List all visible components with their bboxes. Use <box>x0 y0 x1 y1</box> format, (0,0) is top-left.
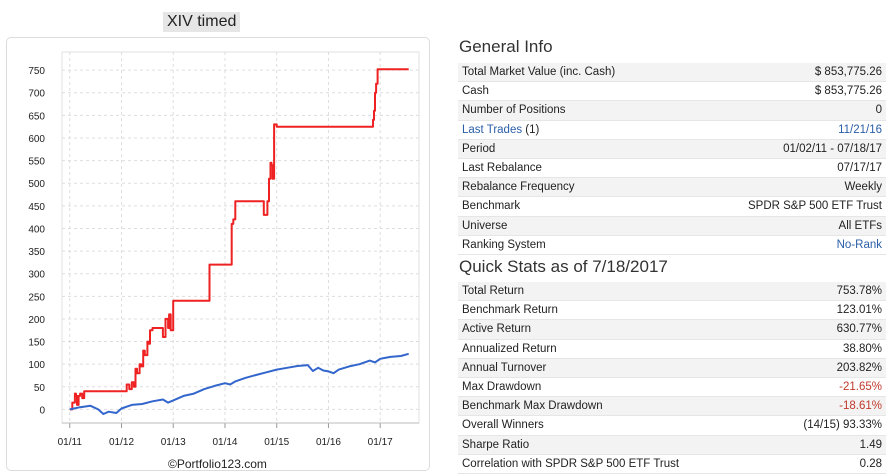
quick-stats-value: -21.65% <box>767 377 886 398</box>
quick-stats-row: Active Return 630.77% <box>458 319 886 340</box>
y-tick-label: 100 <box>28 360 45 371</box>
quick-stats-label: Correlation with SPDR S&P 500 ETF Trust <box>458 454 768 474</box>
y-tick-label: 450 <box>28 202 45 213</box>
y-tick-label: 200 <box>28 315 45 326</box>
quick-stats-value: 203.82% <box>767 358 886 378</box>
quick-stats-row: Benchmark Max Drawdown -18.61% <box>458 396 886 417</box>
general-info-label: Ranking System <box>458 235 686 255</box>
general-info-label: Benchmark <box>458 196 686 217</box>
chart-title: XIV timed <box>163 12 241 32</box>
quick-stats-value: 630.77% <box>767 319 886 340</box>
general-info-value: All ETFs <box>685 216 886 236</box>
quick-stats-table: Total Return 753.78% Benchmark Return 123.0… <box>458 282 886 474</box>
quick-stats-value: 1.49 <box>767 435 886 455</box>
quick-stats-row: Benchmark Return 123.01% <box>458 300 886 321</box>
quick-stats-title: Quick Stats as of 7/18/2017 <box>459 257 668 276</box>
y-tick-label: 700 <box>28 89 45 100</box>
watermark: ©Portfolio123.com <box>168 457 267 471</box>
quick-stats-row: Total Return 753.78% <box>458 282 886 302</box>
x-tick-label: 01/15 <box>264 437 289 448</box>
last-trades-count: (1) <box>522 123 540 136</box>
quick-stats-label: Total Return <box>458 282 768 302</box>
quick-stats-row: Correlation with SPDR S&P 500 ETF Trust 0… <box>458 454 886 474</box>
quick-stats-row: Annualized Return 38.80% <box>458 339 886 359</box>
x-tick-label: 01/14 <box>212 437 237 448</box>
quick-stats-row: Overall Winners (14/15) 93.33% <box>458 415 886 436</box>
y-tick-label: 550 <box>28 157 45 168</box>
quick-stats-label: Sharpe Ratio <box>458 435 768 455</box>
general-info-value: $ 853,775.26 <box>685 63 886 83</box>
general-info-row: Cash $ 853,775.26 <box>458 81 886 102</box>
general-info-value[interactable]: No-Rank <box>685 235 886 255</box>
y-tick-label: 500 <box>28 179 45 190</box>
general-info-label: Number of Positions <box>458 100 686 121</box>
y-tick-label: 350 <box>28 247 45 258</box>
general-info-label[interactable]: Last Trades (1) <box>458 120 686 140</box>
general-info-row: Universe All ETFs <box>458 216 886 236</box>
y-tick-label: 250 <box>28 292 45 303</box>
general-info-label: Universe <box>458 216 686 236</box>
quick-stats-row: Annual Turnover 203.82% <box>458 358 886 378</box>
y-tick-label: 400 <box>28 224 45 235</box>
general-info-label: Total Market Value (inc. Cash) <box>458 63 686 83</box>
y-tick-label: 50 <box>34 383 46 394</box>
general-info-row: Period 01/02/11 - 07/18/17 <box>458 139 886 159</box>
y-tick-label: 750 <box>28 66 45 77</box>
quick-stats-label: Annualized Return <box>458 339 768 359</box>
general-info-value: SPDR S&P 500 ETF Trust <box>685 196 886 217</box>
general-info-row: Last Trades (1) 11/21/16 <box>458 120 886 140</box>
quick-stats-label: Annual Turnover <box>458 358 768 378</box>
x-tick-label: 01/11 <box>58 437 83 448</box>
general-info-label: Cash <box>458 81 686 102</box>
quick-stats-value: 123.01% <box>767 300 886 321</box>
general-info-value: 01/02/11 - 07/18/17 <box>685 139 886 159</box>
y-tick-label: 0 <box>39 405 45 416</box>
last-trades-link[interactable]: Last Trades <box>462 123 523 136</box>
benchmark-series-line <box>69 352 409 415</box>
general-info-row: Total Market Value (inc. Cash) $ 853,775.… <box>458 63 886 83</box>
quick-stats-label: Benchmark Return <box>458 300 768 321</box>
strategy-series-line <box>69 68 409 411</box>
general-info-label: Last Rebalance <box>458 158 686 179</box>
quick-stats-value: (14/15) 93.33% <box>767 415 886 436</box>
general-info-value: Weekly <box>685 177 886 198</box>
y-tick-label: 150 <box>28 338 45 349</box>
performance-chart-svg: 0 50 100 150 200 250 300 350 400 450 500 550 600 650 7… <box>28 51 420 448</box>
general-info-row: Ranking System No-Rank <box>458 235 886 255</box>
general-info-value: 0 <box>685 100 886 121</box>
plot-area <box>61 51 420 424</box>
y-tick-label: 300 <box>28 270 45 281</box>
general-info-title: General Info <box>459 37 553 56</box>
quick-stats-label: Overall Winners <box>458 415 768 436</box>
x-tick-label: 01/12 <box>109 437 134 448</box>
x-tick-label: 01/13 <box>161 437 186 448</box>
quick-stats-row: Sharpe Ratio 1.49 <box>458 435 886 455</box>
performance-chart: 0 50 100 150 200 250 300 350 400 450 500 550 600 650 7… <box>6 37 430 471</box>
quick-stats-label: Active Return <box>458 319 768 340</box>
quick-stats-value: 753.78% <box>767 282 886 302</box>
general-info-row: Rebalance Frequency Weekly <box>458 177 886 198</box>
y-tick-label: 650 <box>28 111 45 122</box>
general-info-row: Benchmark SPDR S&P 500 ETF Trust <box>458 196 886 217</box>
general-info-value: 07/17/17 <box>685 158 886 179</box>
quick-stats-value: 0.28 <box>767 454 886 474</box>
general-info-row: Last Rebalance 07/17/17 <box>458 158 886 179</box>
quick-stats-value: -18.61% <box>767 396 886 417</box>
quick-stats-value: 38.80% <box>767 339 886 359</box>
x-tick-label: 01/16 <box>316 437 341 448</box>
general-info-label: Period <box>458 139 686 159</box>
quick-stats-row: Max Drawdown -21.65% <box>458 377 886 398</box>
general-info-value: $ 853,775.26 <box>685 81 886 102</box>
y-tick-label: 600 <box>28 134 45 145</box>
general-info-value[interactable]: 11/21/16 <box>685 120 886 140</box>
quick-stats-label: Benchmark Max Drawdown <box>458 396 768 417</box>
general-info-table: Total Market Value (inc. Cash) $ 853,775.… <box>458 63 886 255</box>
general-info-label: Rebalance Frequency <box>458 177 686 198</box>
x-tick-label: 01/17 <box>368 437 393 448</box>
general-info-row: Number of Positions 0 <box>458 100 886 121</box>
quick-stats-label: Max Drawdown <box>458 377 768 398</box>
